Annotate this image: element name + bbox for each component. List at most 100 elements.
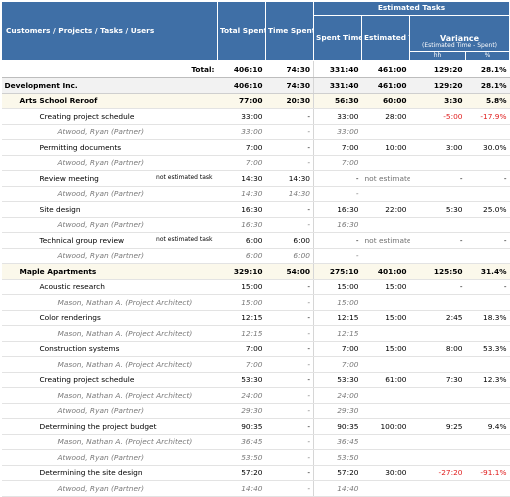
cell-spent-time: - xyxy=(313,186,362,202)
task-row[interactable]: Determining the project budget 90:35-90:3… xyxy=(1,418,510,435)
cell-total-spent: 6:00 xyxy=(217,232,266,249)
task-name: Review meeting xyxy=(39,173,99,183)
total-row: Total: 406:10 74:30 331:40 461:00 129:20… xyxy=(1,60,510,78)
cell-total-spent: 12:15 xyxy=(217,310,266,326)
cell-estimated-time xyxy=(361,294,410,311)
header-estimated-time[interactable]: Estimated Time xyxy=(361,15,410,61)
cell-estimated-time xyxy=(361,186,410,202)
cell-not-estimated: 74:30 xyxy=(265,77,314,94)
cell-variance-hm: 125:50 xyxy=(409,263,466,280)
user-name-cell: Atwood, Ryan (Partner) xyxy=(1,480,218,497)
cell-variance-pct: - xyxy=(465,279,510,295)
user-row: Atwood, Ryan (Partner) 14:40-14:40 xyxy=(1,480,510,497)
user-name-cell: Atwood, Ryan (Partner) xyxy=(1,449,218,466)
user-row: Mason, Nathan A. (Project Architect) 12:1… xyxy=(1,325,510,342)
task-name-cell: Acoustic research xyxy=(1,279,218,295)
user-name-cell: Atwood, Ryan (Partner) xyxy=(1,186,218,202)
cell-variance-hm xyxy=(409,248,466,264)
cell-total-spent: 15:00 xyxy=(217,294,266,311)
cell-estimated-time xyxy=(361,480,410,497)
cell-variance-hm: 5:30 xyxy=(409,201,466,218)
cell-not-estimated: - xyxy=(265,294,314,311)
cell-variance-hm xyxy=(409,294,466,311)
header-spent-time[interactable]: Spent Time xyxy=(313,15,362,61)
task-name-cell: Construction systems xyxy=(1,341,218,357)
header-total-spent[interactable]: Total Spent Time xyxy=(217,1,266,61)
cell-spent-time: 7:00 xyxy=(313,356,362,373)
cell-not-estimated: - xyxy=(265,217,314,233)
customer-name: Development Inc. xyxy=(4,80,78,90)
user-name: Atwood, Ryan (Partner) xyxy=(57,406,144,416)
task-row[interactable]: Site design 16:30-16:30 22:00 5:30 25.0% xyxy=(1,201,510,218)
cell-total-spent: 14:40 xyxy=(217,480,266,497)
header-customers-projects[interactable]: Customers / Projects / Tasks / Users xyxy=(1,1,218,61)
cell-variance-hm xyxy=(409,356,466,373)
header-variance-title: Variance xyxy=(439,33,480,43)
task-name-cell: Creating project schedule xyxy=(1,372,218,388)
project-row[interactable]: Arts School Reroof 77:00 20:30 56:30 60:00 3:… xyxy=(1,93,510,109)
cell-total-spent: 16:30 xyxy=(217,201,266,218)
cell-spent-time: 57:20 xyxy=(313,465,362,481)
header-variance[interactable]: Variance (Estimated Time - Spent) xyxy=(408,15,510,52)
cell-total-spent: 14:30 xyxy=(217,186,266,202)
total-label: Total: xyxy=(1,60,218,78)
cell-not-estimated: - xyxy=(265,480,314,497)
task-row[interactable]: Creating project schedule 53:30-53:30 61:0… xyxy=(1,372,510,388)
cell-not-estimated: - xyxy=(265,356,314,373)
cell-estimated-time xyxy=(361,449,410,466)
cell-estimated-time xyxy=(361,403,410,419)
user-row: Atwood, Ryan (Partner) 33:00-33:00 xyxy=(1,124,510,140)
cell-variance-hm: 8:00 xyxy=(409,341,466,357)
user-name: Atwood, Ryan (Partner) xyxy=(57,483,144,493)
customer-row[interactable]: Development Inc. 406:10 74:30 331:40 461:00 1… xyxy=(1,77,510,94)
task-name-cell: Technical group review not estimated task xyxy=(1,232,218,249)
cell-variance-pct: 5.8% xyxy=(465,93,510,109)
cell-spent-time: 33:00 xyxy=(313,108,362,125)
task-name-cell: Site design xyxy=(1,201,218,218)
cell-spent-time: 15:00 xyxy=(313,294,362,311)
cell-not-estimated: - xyxy=(265,434,314,450)
task-row[interactable]: Determining the site design 57:20-57:20 30… xyxy=(1,465,510,481)
user-row: Atwood, Ryan (Partner) 6:00 6:00- xyxy=(1,248,510,264)
header-variance-subtitle: (Estimated Time - Spent) xyxy=(422,42,498,50)
user-name-cell: Atwood, Ryan (Partner) xyxy=(1,248,218,264)
header-not-estimated[interactable]: Time Spent for Not Estimated Tasks xyxy=(265,1,314,61)
task-name-cell: Determining the project budget xyxy=(1,418,218,435)
cell-variance-hm xyxy=(409,155,466,171)
cell-spent-time: 7:00 xyxy=(313,139,362,156)
user-name: Atwood, Ryan (Partner) xyxy=(57,251,144,261)
cell-total-spent: 12:15 xyxy=(217,325,266,342)
cell-estimated-time xyxy=(361,155,410,171)
cell-estimated-time xyxy=(361,124,410,140)
project-row[interactable]: Maple Apartments 329:10 54:00 275:10 401:00 1… xyxy=(1,263,510,280)
task-row[interactable]: Acoustic research 15:00-15:00 15:00- - xyxy=(1,279,510,295)
task-row[interactable]: Creating project schedule 33:00-33:00 28:0… xyxy=(1,108,510,125)
total-estimated-time: 461:00 xyxy=(361,60,410,78)
header-unit-pct: % xyxy=(464,51,510,61)
cell-estimated-time xyxy=(361,217,410,233)
task-name: Determining the project budget xyxy=(39,421,157,431)
task-row[interactable]: Permitting documents 7:00-7:00 10:00 3:00 30… xyxy=(1,139,510,156)
cell-not-estimated: - xyxy=(265,279,314,295)
task-row[interactable]: Construction systems 7:00-7:00 15:00 8:00 53… xyxy=(1,341,510,357)
user-name-cell: Atwood, Ryan (Partner) xyxy=(1,155,218,171)
cell-total-spent: 7:00 xyxy=(217,356,266,373)
cell-variance-pct: - xyxy=(465,170,510,187)
task-row[interactable]: Review meeting not estimated task 14:30 14:… xyxy=(1,170,510,187)
cell-variance-pct xyxy=(465,155,510,171)
cell-total-spent: 77:00 xyxy=(217,93,266,109)
cell-estimated-time: not estimated xyxy=(361,170,410,187)
total-not-estimated: 74:30 xyxy=(265,60,314,78)
task-name: Color renderings xyxy=(39,313,101,323)
task-name-cell: Determining the site design xyxy=(1,465,218,481)
cell-total-spent: 406:10 xyxy=(217,77,266,94)
cell-total-spent: 24:00 xyxy=(217,387,266,404)
cell-variance-pct xyxy=(465,387,510,404)
task-row[interactable]: Color renderings 12:15-12:15 15:00 2:45 18.3… xyxy=(1,310,510,326)
user-row: Atwood, Ryan (Partner) 16:30-16:30 xyxy=(1,217,510,233)
cell-total-spent: 6:00 xyxy=(217,248,266,264)
cell-variance-hm: - xyxy=(409,232,466,249)
user-row: Atwood, Ryan (Partner) 14:30 14:30- xyxy=(1,186,510,202)
task-row[interactable]: Technical group review not estimated task… xyxy=(1,232,510,249)
total-variance-pct: 28.1% xyxy=(465,60,510,78)
